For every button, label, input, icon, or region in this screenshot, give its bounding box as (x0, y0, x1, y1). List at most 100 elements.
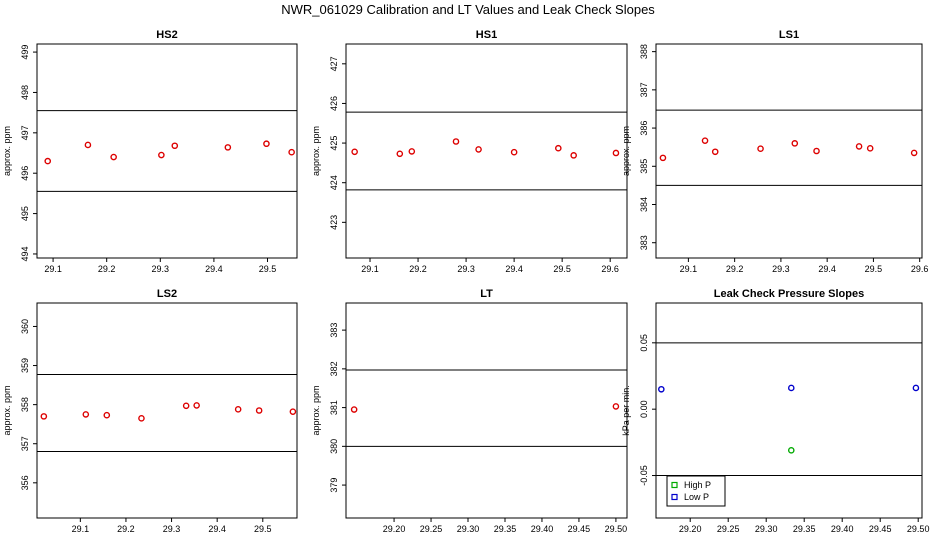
x-tick-label: 29.5 (254, 524, 272, 534)
x-tick-label: 29.4 (205, 264, 223, 274)
x-tick-label: 29.6 (601, 264, 619, 274)
data-point (912, 384, 920, 392)
y-tick-label: 384 (639, 197, 649, 212)
plot-frame (345, 302, 628, 519)
y-tick-label: 357 (20, 436, 30, 451)
plot-frame (36, 43, 298, 259)
y-tick-label: 382 (329, 361, 339, 376)
data-point (103, 411, 111, 419)
panel-title: LS1 (779, 29, 799, 41)
x-tick-label: 29.5 (865, 264, 883, 274)
panel-leak: Leak Check Pressure Slopes kPa per min. 29… (621, 288, 929, 534)
legend-swatch (671, 481, 678, 489)
y-tick-label: 383 (639, 235, 649, 250)
x-tick-label: 29.1 (44, 264, 62, 274)
y-tick-label: 499 (20, 45, 30, 60)
y-tick-label: 379 (329, 478, 339, 493)
data-point (711, 148, 719, 156)
x-tick-label: 29.1 (361, 264, 379, 274)
panel-title: Leak Check Pressure Slopes (714, 288, 864, 300)
x-tick-label: 29.25 (717, 524, 740, 534)
x-tick-label: 29.2 (98, 264, 116, 274)
x-tick-label: 29.1 (680, 264, 698, 274)
data-point (787, 384, 795, 392)
legend-box (666, 475, 726, 507)
x-tick-label: 29.50 (907, 524, 930, 534)
plot-frame (345, 43, 628, 259)
y-tick-label: 496 (20, 166, 30, 181)
data-point (40, 413, 48, 420)
x-tick-label: 29.35 (793, 524, 816, 534)
data-point (110, 153, 117, 161)
data-point (288, 148, 295, 156)
chart-panels: HS2 approx. ppm 29.1 29.2 29.3 29.4 29.5 494 495… (2, 29, 929, 534)
x-tick-label: 29.20 (383, 524, 406, 534)
data-point (570, 152, 577, 159)
y-tick-label: 0.00 (639, 400, 649, 418)
x-tick-label: 29.2 (726, 264, 744, 274)
plot-frame (655, 43, 923, 259)
y-tick-label: 423 (329, 215, 339, 230)
x-tick-label: 29.2 (117, 524, 135, 534)
y-tick-label: 380 (329, 439, 339, 454)
y-tick-label: 0.05 (639, 334, 649, 352)
x-tick-label: 29.40 (831, 524, 854, 534)
plot-frame (36, 302, 298, 519)
legend-label: High P (684, 480, 711, 490)
y-axis-label: approx. ppm (2, 126, 12, 176)
data-point (255, 407, 263, 414)
x-tick-label: 29.1 (72, 524, 90, 534)
x-tick-label: 29.3 (772, 264, 790, 274)
y-tick-label: 381 (329, 400, 339, 415)
legend-label: Low P (684, 492, 709, 502)
x-tick-label: 29.30 (755, 524, 778, 534)
x-tick-label: 29.25 (420, 524, 443, 534)
x-tick-label: 29.4 (505, 264, 523, 274)
x-tick-label: 29.40 (531, 524, 554, 534)
data-point (855, 143, 863, 150)
data-point (84, 141, 92, 149)
data-point (866, 145, 874, 152)
data-point (659, 154, 667, 162)
x-tick-label: 29.45 (568, 524, 591, 534)
y-tick-label: 495 (20, 206, 30, 221)
data-point (787, 447, 795, 454)
data-point (910, 149, 918, 157)
x-tick-label: 29.3 (457, 264, 475, 274)
data-point (510, 148, 518, 156)
panel-lt: LT approx. ppm 29.20 29.25 29.30 29.35 29.40 29… (311, 288, 628, 534)
x-tick-label: 29.3 (163, 524, 181, 534)
panel-title: HS1 (476, 29, 497, 41)
data-point (791, 140, 799, 147)
data-point (452, 138, 460, 145)
x-tick-label: 29.2 (409, 264, 427, 274)
data-point (234, 406, 242, 413)
data-point (701, 137, 709, 144)
y-tick-label: 356 (20, 475, 30, 490)
x-tick-label: 29.45 (869, 524, 892, 534)
legend-swatch (671, 493, 678, 501)
y-tick-label: 358 (20, 397, 30, 412)
y-tick-label: 427 (329, 56, 339, 71)
y-tick-label: 383 (329, 323, 339, 338)
data-point (555, 144, 562, 152)
data-point (193, 402, 200, 409)
data-point (138, 415, 145, 422)
x-tick-label: 29.3 (152, 264, 170, 274)
data-point (658, 385, 665, 393)
panel-title: LS2 (157, 288, 177, 300)
y-tick-label: 497 (20, 125, 30, 140)
y-tick-label: 360 (20, 319, 30, 334)
y-tick-label: 386 (639, 121, 649, 136)
panel-title: HS2 (156, 29, 177, 41)
x-tick-label: 29.50 (605, 524, 628, 534)
panel-ls1: LS1 approx. ppm 29.1 29.2 29.3 29.4 29.5 29.6 38… (621, 29, 928, 274)
data-point (171, 142, 179, 150)
data-point (263, 140, 270, 148)
x-tick-label: 29.5 (259, 264, 277, 274)
y-tick-label: 425 (329, 136, 339, 151)
data-point (224, 144, 232, 151)
panel-ls2: LS2 approx. ppm 29.1 29.2 29.3 29.4 29.5 356 357… (2, 288, 298, 534)
y-tick-label: 426 (329, 96, 339, 111)
y-tick-label: 385 (639, 159, 649, 174)
